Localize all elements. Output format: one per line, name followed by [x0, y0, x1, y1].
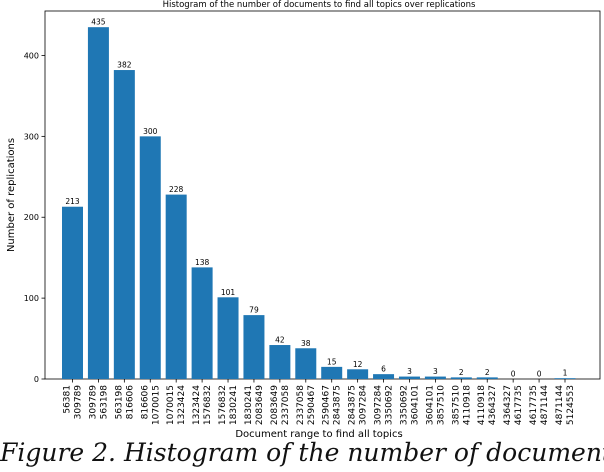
data-label-16: 2: [485, 368, 490, 377]
x-tick-label-10-1: 2843875: [333, 385, 343, 425]
x-tick-label-4-1: 1323424: [177, 385, 187, 425]
x-tick-label-9-1: 2590467: [307, 385, 317, 425]
data-label-4: 228: [169, 185, 184, 194]
x-tick-label-9-0: 2337058: [296, 385, 306, 425]
x-tick-label-12-0: 3097284: [374, 385, 384, 425]
bar-7: [243, 315, 265, 379]
bar-3: [139, 136, 161, 379]
x-tick-label-2-0: 563198: [114, 385, 124, 420]
x-tick-label-18-0: 4617735: [529, 385, 539, 425]
bar-15: [450, 377, 472, 379]
x-tick-label-16-0: 4110918: [477, 385, 487, 425]
x-tick-label-14-0: 3604101: [425, 385, 435, 425]
data-label-11: 12: [353, 360, 363, 369]
data-label-7: 79: [249, 306, 259, 315]
data-label-2: 382: [117, 61, 132, 70]
x-tick-label-15-0: 3857510: [451, 385, 461, 425]
x-tick-label-11-0: 2843875: [348, 385, 358, 425]
y-tick-label-4: 400: [24, 51, 39, 60]
x-tick-label-17-0: 4364327: [503, 385, 513, 425]
x-tick-label-0-0: 56381: [63, 385, 73, 414]
bars: [62, 27, 576, 380]
bar-1: [87, 27, 109, 380]
data-label-17: 0: [511, 370, 516, 379]
bar-4: [165, 194, 187, 379]
x-tick-label-7-0: 1830241: [244, 385, 254, 425]
data-label-19: 1: [563, 369, 568, 378]
y-tick-label-2: 200: [24, 213, 39, 222]
bar-8: [269, 345, 291, 379]
x-tick-label-15-1: 4110918: [462, 385, 472, 425]
bar-19: [554, 378, 576, 379]
y-tick-label-3: 300: [24, 132, 39, 141]
data-label-14: 3: [433, 367, 438, 376]
bar-12: [373, 374, 395, 379]
x-tick-label-6-0: 1576832: [218, 385, 228, 425]
x-tick-label-17-1: 4617735: [514, 385, 524, 425]
data-label-12: 6: [381, 365, 386, 374]
histogram-chart: Histogram of the number of documents to …: [6, 0, 601, 440]
data-label-10: 15: [327, 357, 337, 366]
data-label-5: 138: [195, 258, 210, 267]
bar-14: [424, 376, 446, 379]
x-tick-label-16-1: 4364327: [488, 385, 498, 425]
data-label-9: 38: [301, 339, 311, 348]
chart-title: Histogram of the number of documents to …: [163, 0, 476, 10]
data-label-15: 2: [459, 368, 464, 377]
x-tick-label-3-1: 1070015: [151, 385, 161, 425]
x-tick-label-14-1: 3857510: [436, 385, 446, 425]
y-axis-label: Number of replications: [6, 138, 17, 252]
x-tick-label-13-1: 3604101: [410, 385, 420, 425]
bar-0: [62, 206, 83, 379]
data-label-8: 42: [275, 336, 285, 345]
data-label-3: 300: [143, 127, 158, 136]
data-label-18: 0: [537, 370, 542, 379]
y-tick-label-1: 100: [24, 294, 39, 303]
data-label-6: 101: [221, 288, 236, 297]
bar-13: [398, 376, 420, 379]
x-tick-label-6-1: 1830241: [229, 385, 239, 425]
x-tick-label-0-1: 309789: [74, 385, 84, 420]
bar-16: [476, 377, 498, 379]
x-tick-label-8-1: 2337058: [281, 385, 291, 425]
x-tick-label-10-0: 2590467: [322, 385, 332, 425]
bar-10: [321, 366, 343, 379]
y-axis-ticks: 0 100 200 300 400: [24, 51, 45, 384]
x-tick-label-18-1: 4871144: [540, 385, 550, 425]
x-tick-label-3-0: 816606: [140, 385, 150, 420]
data-labels: 213 435 382 300 228 138 101 79 42 38 15 12 6 3 3 2 2 0 0 1: [65, 18, 567, 379]
x-tick-label-7-1: 2083649: [255, 385, 265, 425]
x-tick-label-1-0: 309789: [88, 385, 98, 420]
x-tick-label-4-0: 1070015: [166, 385, 176, 425]
bar-2: [113, 70, 135, 379]
bar-11: [347, 369, 369, 379]
x-axis-label: Document range to find all topics: [235, 429, 402, 440]
x-tick-label-12-1: 3350692: [385, 385, 395, 425]
data-label-1: 435: [91, 18, 106, 27]
x-tick-label-1-1: 563198: [99, 385, 109, 420]
bar-9: [295, 348, 317, 379]
bar-5: [191, 267, 213, 379]
x-tick-label-19-0: 4871144: [555, 385, 565, 425]
x-tick-label-8-0: 2083649: [270, 385, 280, 425]
bar-6: [217, 297, 239, 379]
x-tick-label-13-0: 3350692: [399, 385, 409, 425]
data-label-0: 213: [65, 197, 80, 206]
x-tick-label-19-1: 5124553: [566, 385, 576, 425]
y-tick-label-0: 0: [34, 375, 39, 384]
figure-caption: Figure 2. Histogram of the number of doc…: [0, 438, 604, 467]
x-tick-label-11-1: 3097284: [359, 385, 369, 425]
x-tick-label-5-1: 1576832: [203, 385, 213, 425]
x-tick-label-5-0: 1323424: [192, 385, 202, 425]
data-label-13: 3: [407, 367, 412, 376]
x-axis-ticks: 56381 309789 309789 563198 563198 816606 81660…: [63, 379, 576, 425]
x-tick-label-2-1: 816606: [125, 385, 135, 420]
